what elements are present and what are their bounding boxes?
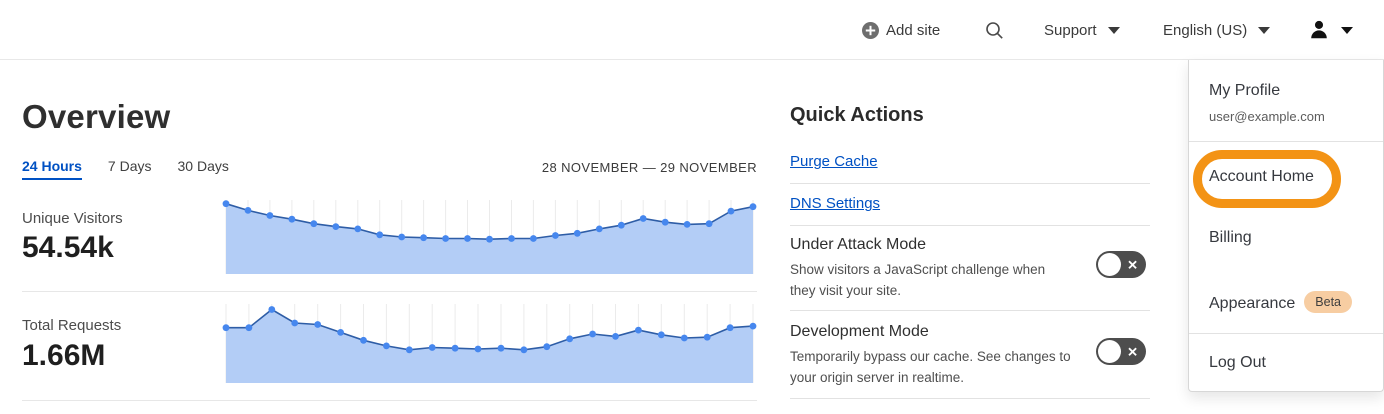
toggle-knob <box>1098 253 1121 276</box>
tab-24-hours[interactable]: 24 Hours <box>22 158 82 180</box>
divider <box>1189 141 1383 142</box>
beta-badge: Beta <box>1304 291 1353 313</box>
x-icon: ✕ <box>1127 257 1138 272</box>
total-requests-value: 1.66M <box>22 339 106 372</box>
divider <box>22 291 757 292</box>
total-requests-chart <box>222 304 757 383</box>
menu-item-account-home[interactable]: Account Home <box>1209 168 1314 185</box>
language-label: English (US) <box>1163 21 1248 39</box>
unique-visitors-label: Unique Visitors <box>22 210 123 227</box>
development-mode-description: Temporarily bypass our cache. See change… <box>790 349 1071 385</box>
date-range-label: 28 NOVEMBER — 29 NOVEMBER <box>541 160 757 175</box>
chevron-down-icon <box>1107 26 1120 34</box>
user-dropdown-menu: My Profile user@example.com Account Home… <box>1188 60 1384 392</box>
under-attack-mode-title: Under Attack Mode <box>790 236 927 253</box>
divider <box>790 225 1150 226</box>
divider <box>790 183 1150 184</box>
search-icon <box>986 21 1003 39</box>
development-mode-title: Development Mode <box>790 323 929 340</box>
menu-item-log-out[interactable]: Log Out <box>1209 354 1266 371</box>
menu-item-appearance[interactable]: Appearance Beta <box>1209 291 1353 313</box>
search-button[interactable] <box>985 0 1004 60</box>
divider <box>790 398 1150 399</box>
support-label: Support <box>1044 21 1097 39</box>
total-requests-label: Total Requests <box>22 317 122 334</box>
tab-30-days[interactable]: 30 Days <box>177 158 229 174</box>
user-icon <box>1311 20 1327 39</box>
language-menu[interactable]: English (US) <box>1163 0 1271 60</box>
tab-7-days[interactable]: 7 Days <box>107 158 152 174</box>
quick-actions-title: Quick Actions <box>790 104 924 126</box>
add-site-button[interactable]: Add site <box>862 0 940 60</box>
profile-email: user@example.com <box>1209 109 1325 124</box>
time-range-tabs: 24 Hours 7 Days 30 Days <box>22 158 229 180</box>
divider <box>790 310 1150 311</box>
chevron-down-icon <box>1258 26 1271 34</box>
menu-item-my-profile[interactable]: My Profile <box>1209 82 1281 99</box>
unique-visitors-value: 54.54k <box>22 231 114 264</box>
toggle-knob <box>1098 340 1121 363</box>
divider <box>1189 333 1383 334</box>
user-account-menu[interactable] <box>1308 0 1353 60</box>
plus-circle-icon <box>862 21 879 39</box>
under-attack-mode-description: Show visitors a JavaScript challenge whe… <box>790 262 1046 298</box>
menu-item-billing[interactable]: Billing <box>1209 229 1252 246</box>
support-menu[interactable]: Support <box>1044 0 1120 60</box>
divider <box>22 400 757 401</box>
development-mode-toggle[interactable]: ✕ <box>1096 338 1146 365</box>
page-title: Overview <box>22 98 171 135</box>
x-icon: ✕ <box>1127 344 1138 359</box>
under-attack-mode-toggle[interactable]: ✕ <box>1096 251 1146 278</box>
chevron-down-icon <box>1341 26 1353 34</box>
appearance-label: Appearance <box>1209 295 1296 312</box>
purge-cache-link[interactable]: Purge Cache <box>790 153 878 170</box>
add-site-label: Add site <box>886 21 941 39</box>
dns-settings-link[interactable]: DNS Settings <box>790 195 881 212</box>
top-navigation-bar: Add site Support English (US) <box>0 0 1384 60</box>
unique-visitors-chart <box>222 200 757 274</box>
